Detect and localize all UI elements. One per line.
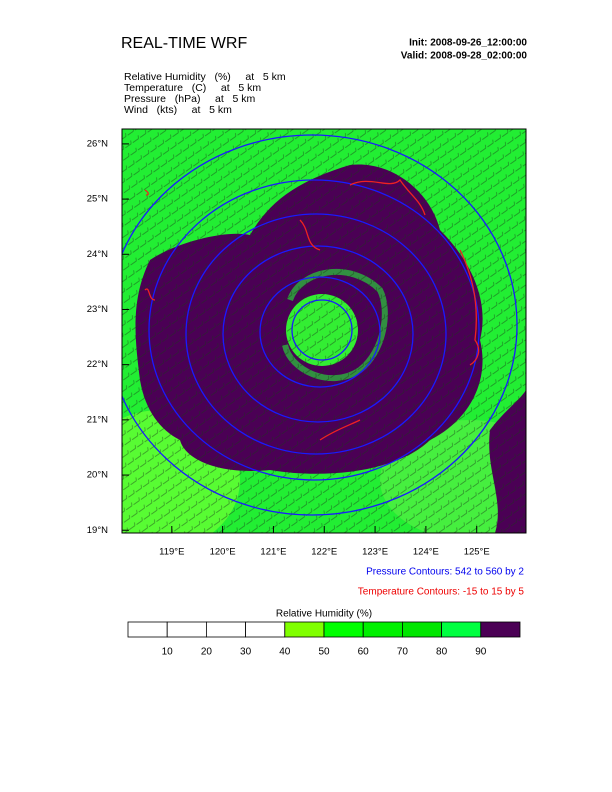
lon-tick-label: 121°E	[260, 547, 286, 558]
colorbar-box	[323, 621, 364, 638]
colorbar-box	[245, 621, 286, 638]
temperature-note: Temperature Contours: -15 to 15 by 5	[358, 587, 525, 598]
colorbar-label: 40	[279, 647, 291, 658]
valid-time: Valid: 2008-09-28_02:00:00	[401, 51, 528, 62]
map	[122, 129, 526, 533]
lat-tick-label: 24°N	[87, 249, 108, 260]
colorbar-box	[284, 621, 325, 638]
field-label: Temperature (C) at 5 km	[124, 82, 261, 94]
colorbar-label: 70	[397, 647, 409, 658]
pressure-note: Pressure Contours: 542 to 560 by 2	[366, 567, 524, 578]
colorbar-label: 30	[240, 647, 252, 658]
colorbar-label: 10	[162, 647, 174, 658]
colorbar-box	[480, 621, 521, 638]
lon-tick-label: 120°E	[210, 547, 236, 558]
colorbar-label: 20	[201, 647, 213, 658]
lon-tick-label: 125°E	[464, 547, 490, 558]
lat-tick-label: 23°N	[87, 304, 108, 315]
colorbar-box	[441, 621, 482, 638]
title: REAL-TIME WRF	[121, 35, 247, 52]
colorbar-label: 80	[436, 647, 448, 658]
lon-tick-label: 124°E	[413, 547, 439, 558]
colorbar-box	[401, 621, 442, 638]
colorbar-box	[205, 621, 246, 638]
colorbar-title: Relative Humidity (%)	[276, 609, 372, 620]
lat-tick-label: 21°N	[87, 414, 108, 425]
field-label: Relative Humidity (%) at 5 km	[124, 71, 286, 83]
lon-tick-label: 123°E	[362, 547, 388, 558]
colorbar-box	[166, 621, 207, 638]
colorbar-label: 60	[358, 647, 370, 658]
init-time: Init: 2008-09-26_12:00:00	[409, 38, 527, 49]
field-label: Wind (kts) at 5 km	[124, 104, 232, 116]
field-label: Pressure (hPa) at 5 km	[124, 93, 256, 105]
lon-tick-label: 122°E	[311, 547, 337, 558]
colorbar-box	[127, 621, 168, 638]
lat-tick-label: 26°N	[87, 138, 108, 149]
lat-tick-label: 20°N	[87, 470, 108, 481]
lat-tick-label: 22°N	[87, 359, 108, 370]
colorbar-box	[362, 621, 403, 638]
lat-tick-label: 19°N	[87, 525, 108, 536]
lon-tick-label: 119°E	[159, 547, 184, 558]
colorbar-label: 50	[318, 647, 330, 658]
colorbar-label: 90	[475, 647, 487, 658]
lat-tick-label: 25°N	[87, 194, 108, 205]
